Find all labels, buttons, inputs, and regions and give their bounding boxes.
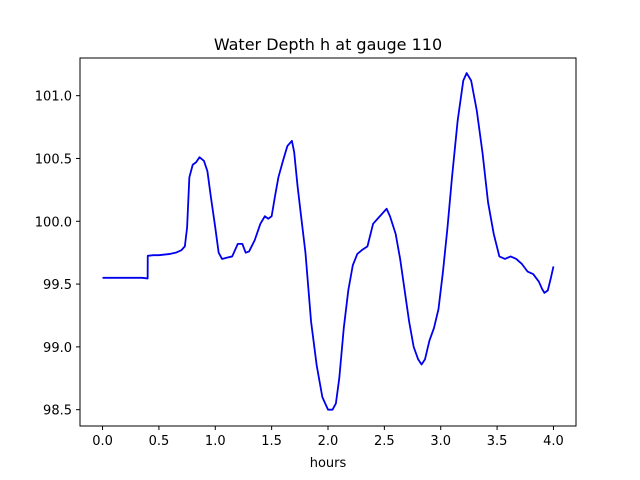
series-layer bbox=[102, 72, 555, 411]
x-axis: 0.0 0.5 1.0 1.5 2.0 2.5 3.0 3.5 4.0 bbox=[92, 426, 564, 449]
y-tick-label: 99.0 bbox=[43, 341, 72, 356]
x-tick-label: 3.5 bbox=[487, 434, 508, 449]
x-tick-label: 3.0 bbox=[430, 434, 451, 449]
y-axis: 98.5 99.0 99.5 100.0 100.5 101.0 bbox=[35, 90, 80, 419]
x-tick-label: 0.5 bbox=[149, 434, 170, 449]
y-tick-label: 101.0 bbox=[35, 90, 72, 105]
y-tick-label: 98.5 bbox=[43, 404, 72, 419]
x-tick-label: 2.0 bbox=[318, 434, 339, 449]
x-tick-label: 1.0 bbox=[205, 434, 226, 449]
x-tick-label: 2.5 bbox=[374, 434, 395, 449]
x-tick-label: 4.0 bbox=[543, 434, 564, 449]
y-tick-label: 99.5 bbox=[43, 278, 72, 293]
series-line bbox=[102, 72, 555, 411]
y-tick-label: 100.5 bbox=[35, 152, 72, 167]
x-axis-label: hours bbox=[310, 456, 347, 471]
x-tick-label: 1.5 bbox=[261, 434, 282, 449]
chart-title: Water Depth h at gauge 110 bbox=[214, 35, 442, 54]
plot-frame bbox=[79, 57, 577, 427]
y-tick-label: 100.0 bbox=[35, 215, 72, 230]
x-tick-label: 0.0 bbox=[92, 434, 113, 449]
